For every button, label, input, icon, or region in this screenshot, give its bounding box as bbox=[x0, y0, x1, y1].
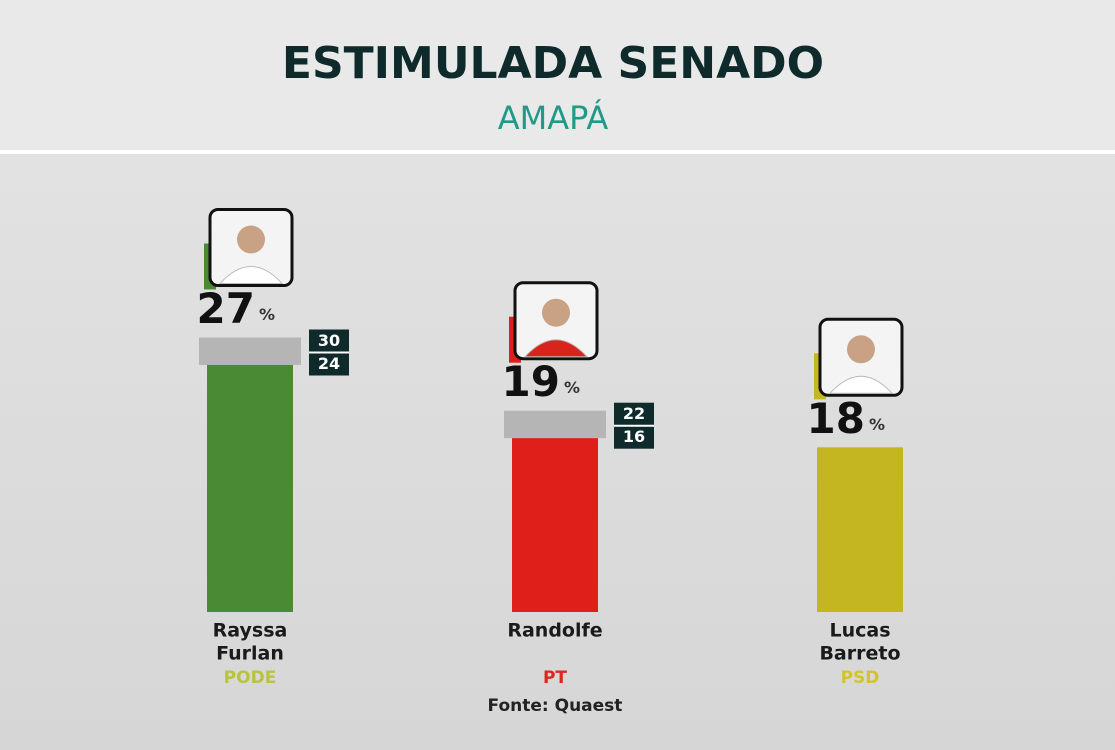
category-label: Furlan bbox=[216, 643, 284, 665]
category-label: Lucas bbox=[829, 620, 890, 642]
value-suffix: % bbox=[564, 378, 580, 397]
bar bbox=[207, 364, 293, 612]
upper-label: 30 bbox=[318, 331, 340, 350]
lower-label: 16 bbox=[623, 427, 645, 446]
category-label: Randolfe bbox=[507, 620, 602, 642]
bar bbox=[817, 447, 903, 612]
lower-label: 24 bbox=[318, 354, 340, 373]
upper-label: 22 bbox=[623, 404, 645, 423]
photo-body bbox=[218, 266, 284, 284]
party-label: PODE bbox=[224, 668, 277, 688]
value-label: 19 bbox=[502, 357, 560, 406]
party-label: PSD bbox=[841, 668, 880, 688]
category-label: Rayssa bbox=[213, 620, 288, 642]
value-label: 18 bbox=[807, 394, 865, 443]
bar bbox=[512, 438, 598, 612]
photo-body bbox=[523, 339, 589, 358]
margin-band bbox=[504, 410, 606, 439]
margin-band bbox=[199, 337, 301, 365]
value-suffix: % bbox=[869, 415, 885, 434]
header-band bbox=[0, 0, 1115, 150]
value-suffix: % bbox=[259, 305, 275, 324]
photo-head bbox=[237, 225, 265, 254]
photo-head bbox=[542, 298, 570, 327]
source: Fonte: Quaest bbox=[488, 696, 623, 716]
photo-body bbox=[828, 375, 894, 394]
header-rule bbox=[0, 150, 1115, 154]
category-label: Barreto bbox=[819, 643, 900, 665]
photo-head bbox=[847, 335, 875, 364]
chart-title: ESTIMULADA SENADO bbox=[282, 38, 824, 89]
chart-subtitle: AMAPÁ bbox=[498, 99, 609, 137]
party-label: PT bbox=[543, 668, 567, 688]
value-label: 27 bbox=[197, 284, 255, 333]
